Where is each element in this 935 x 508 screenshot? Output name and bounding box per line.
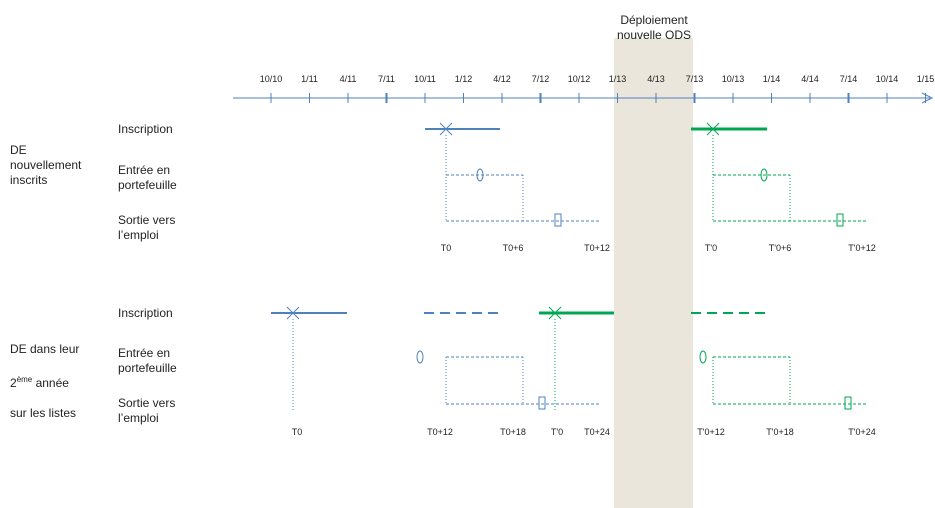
sortie-square-marker-bottom bbox=[538, 396, 546, 410]
t-label: T0+6 bbox=[502, 243, 524, 253]
axis-tick-label: 7/13 bbox=[685, 74, 704, 84]
sortie-square-marker bbox=[554, 213, 562, 227]
deployment-title: Déploiement nouvelle ODS bbox=[616, 13, 692, 42]
t-label: T0+18 bbox=[500, 427, 526, 437]
row-label-entree-bottom: Entrée en portefeuille bbox=[118, 346, 177, 375]
axis-tick-label: 4/11 bbox=[339, 74, 357, 84]
cross-marker-bottom bbox=[286, 306, 300, 320]
t-label: T0 bbox=[291, 427, 303, 437]
row-label-sortie-top: Sortie vers l’emploi bbox=[118, 213, 176, 242]
t-label: T'0+6 bbox=[768, 243, 792, 253]
t-label: T0+12 bbox=[584, 243, 610, 253]
axis-tick-label: 4/12 bbox=[493, 74, 511, 84]
axis-tick-label: 4/13 bbox=[647, 74, 665, 84]
t-label: T'0+12 bbox=[697, 427, 725, 437]
row-label-inscription-top: Inscription bbox=[118, 122, 173, 136]
axis-tick-label: 10/11 bbox=[414, 74, 436, 84]
cross-marker-green bbox=[706, 122, 720, 136]
deployment-band bbox=[614, 38, 693, 508]
entree-ellipse-marker bbox=[476, 168, 484, 182]
sortie-square-marker-green-bottom bbox=[844, 396, 852, 410]
row-label-inscription-bottom: Inscription bbox=[118, 306, 173, 320]
entree-ellipse-marker-green bbox=[760, 168, 768, 182]
group-label-new: DE nouvellement inscrits bbox=[10, 143, 82, 187]
axis-tick-label: 1/11 bbox=[301, 74, 318, 84]
axis-tick-label: 1/15 bbox=[916, 74, 935, 84]
axis-tick-label: 10/13 bbox=[721, 74, 745, 84]
t-label: T'0 bbox=[704, 243, 718, 253]
axis-tick-label: 10/12 bbox=[567, 74, 591, 84]
entree-ellipse-marker-bottom bbox=[416, 350, 424, 364]
t-label: T'0 bbox=[550, 427, 564, 437]
axis-tick-label: 4/14 bbox=[801, 74, 819, 84]
cross-marker bbox=[439, 122, 453, 136]
axis-tick-label: 1/13 bbox=[608, 74, 627, 84]
axis-tick-label: 7/14 bbox=[839, 74, 858, 84]
group-label-second-year: DE dans leur 2ème année sur les listes bbox=[10, 342, 80, 420]
t-label: T0+24 bbox=[584, 427, 610, 437]
t-label: T0+12 bbox=[427, 427, 453, 437]
t-label: T'0+24 bbox=[848, 427, 876, 437]
t-label: T0 bbox=[440, 243, 452, 253]
axis-tick-label: 10/14 bbox=[875, 74, 899, 84]
axis-tick-label: 7/12 bbox=[531, 74, 550, 84]
t-label: T'0+18 bbox=[766, 427, 794, 437]
axis-tick-label: 1/12 bbox=[454, 74, 473, 84]
entree-ellipse-marker-green-bottom bbox=[699, 350, 707, 364]
axis-tick-label: 10/10 bbox=[259, 74, 283, 84]
row-label-entree-top: Entrée en portefeuille bbox=[118, 163, 177, 192]
row-label-sortie-bottom: Sortie vers l’emploi bbox=[118, 396, 176, 425]
sortie-square-marker-green bbox=[836, 213, 844, 227]
t-label: T'0+12 bbox=[848, 243, 876, 253]
axis-tick-label: 1/14 bbox=[762, 74, 781, 84]
axis-tick-label: 7/11 bbox=[378, 74, 395, 84]
cross-marker-green-bottom bbox=[548, 306, 562, 320]
axis-tick-marks bbox=[270, 93, 926, 103]
